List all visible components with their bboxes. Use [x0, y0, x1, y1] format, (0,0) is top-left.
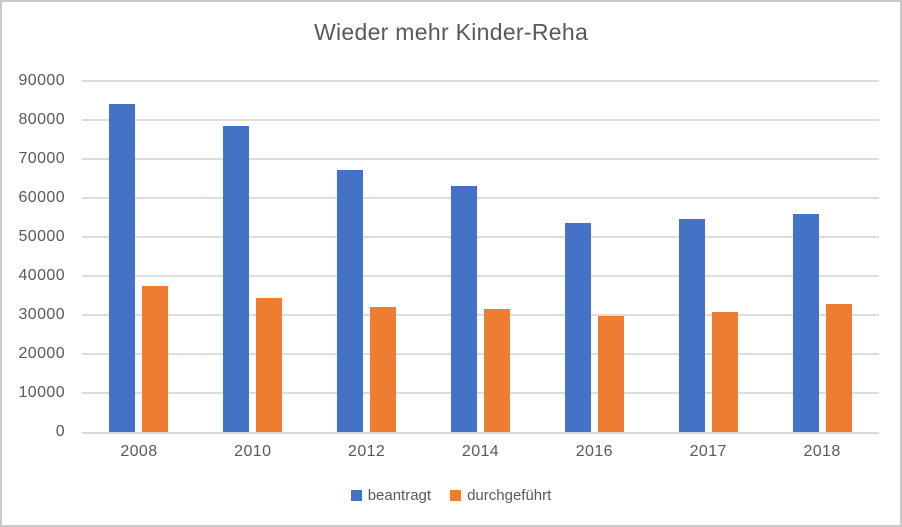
gridline [82, 119, 879, 122]
x-tick-label: 2012 [348, 443, 386, 460]
x-tick-label: 2017 [689, 443, 727, 460]
x-tick-label: 2016 [575, 443, 613, 460]
y-tick-label: 60000 [18, 189, 65, 206]
bar-beantragt-2018 [792, 213, 819, 432]
y-tick-label: 90000 [18, 72, 65, 89]
y-tick-label: 70000 [18, 150, 65, 167]
bar-durchgeführt-2010 [256, 298, 283, 432]
bar-beantragt-2014 [451, 186, 477, 432]
plot-area [82, 80, 879, 434]
gridline [82, 158, 879, 160]
x-tick-label: 2018 [803, 443, 841, 460]
y-tick-label: 10000 [18, 384, 65, 402]
legend-item-durchgefuehrt: durchgeführt [450, 487, 551, 504]
x-axis-labels: 2008 2010 2012 2014 2016 2017 2018 [82, 443, 879, 465]
bar-beantragt-2010 [223, 125, 250, 432]
gridline [82, 236, 879, 238]
x-tick-label: 2014 [461, 443, 500, 460]
legend-label-durchgefuehrt: durchgeführt [467, 486, 552, 504]
x-tick-label: 2008 [120, 443, 158, 460]
gridline [82, 80, 879, 82]
bar-beantragt-2008 [109, 104, 136, 432]
y-tick-label: 20000 [18, 345, 65, 363]
bar-durchgeführt-2018 [825, 304, 852, 432]
gridline [82, 353, 879, 356]
x-tick-label: 2010 [234, 443, 272, 460]
bar-beantragt-2017 [678, 219, 705, 432]
y-tick-label: 30000 [18, 306, 65, 323]
y-tick-label: 80000 [18, 111, 65, 129]
bar-durchgeführt-2014 [484, 309, 510, 432]
bar-durchgeführt-2012 [370, 307, 397, 432]
bar-beantragt-2016 [564, 222, 591, 432]
gridline [82, 314, 879, 317]
legend-swatch-beantragt [350, 489, 362, 501]
chart-title: Wieder mehr Kinder-Reha [313, 19, 589, 45]
legend-swatch-durchgefuehrt [450, 489, 462, 501]
legend-item-beantragt: beantragt [350, 486, 432, 504]
bar-durchgeführt-2016 [597, 315, 624, 432]
gridline [82, 275, 879, 278]
y-tick-label: 40000 [18, 267, 65, 285]
y-tick-label: 50000 [18, 228, 65, 245]
y-axis-labels: 0 10000 20000 30000 40000 50000 60000 70000 8000… [2, 72, 74, 440]
bar-durchgeführt-2017 [711, 312, 738, 432]
bar-beantragt-2012 [337, 169, 364, 432]
gridline [82, 197, 879, 200]
y-tick-label: 0 [55, 423, 65, 440]
legend: beantragt durchgeführt [2, 484, 900, 506]
legend-label-beantragt: beantragt [367, 486, 432, 504]
bar-durchgeführt-2008 [142, 285, 169, 432]
gridline [82, 392, 879, 395]
